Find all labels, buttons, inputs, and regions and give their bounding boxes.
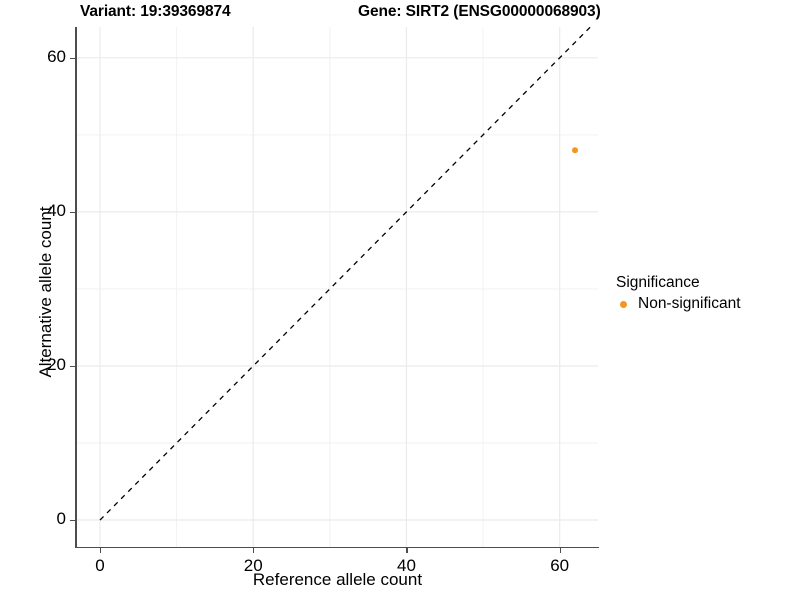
y-tick-label: 60: [47, 46, 66, 66]
legend: Significance Non-significant: [616, 274, 796, 313]
x-tick-label: 20: [243, 556, 263, 575]
x-axis-line: [75, 546, 599, 549]
gene-title: Gene: SIRT2 (ENSG00000068903): [358, 3, 601, 20]
data-points: [572, 147, 579, 154]
x-tick-mark: [253, 548, 255, 553]
figure-title-strip: Variant: 19:39369874 Gene: SIRT2 (ENSG00…: [0, 0, 800, 26]
x-tick-label: 40: [396, 556, 416, 575]
legend-dot-icon: [616, 297, 631, 312]
y-tick-mark: [70, 211, 75, 214]
y-tick-label: 40: [47, 200, 66, 220]
x-tick-mark: [406, 548, 408, 553]
variant-title: Variant: 19:39369874: [80, 3, 231, 20]
y-axis-line: [75, 27, 77, 548]
y-tick-mark: [70, 520, 75, 522]
x-axis-title: Reference allele count: [252, 570, 423, 589]
y-axis-title: Alternative allele count: [36, 206, 55, 378]
gridlines: [77, 27, 598, 547]
x-tick-mark: [559, 548, 561, 553]
x-tick-label: 60: [550, 556, 570, 575]
y-tick-label: 20: [47, 354, 66, 374]
legend-item-label: Non-significant: [638, 295, 741, 312]
identity-reference-line: [99, 27, 592, 521]
legend-title: Significance: [616, 274, 700, 291]
y-tick-mark: [70, 57, 75, 59]
y-tick-mark: [70, 365, 75, 368]
plot-panel: [77, 27, 598, 547]
legend-items: Non-significant: [616, 295, 796, 313]
x-tick-label: 0: [95, 556, 105, 575]
y-axis-ticks: 0 20 40 60: [0, 0, 66, 600]
x-tick-mark: [99, 548, 102, 553]
data-point: [572, 147, 579, 154]
plot-data-layer: [99, 27, 592, 521]
legend-item[interactable]: Non-significant: [616, 295, 796, 313]
y-tick-label: 0: [56, 509, 66, 529]
